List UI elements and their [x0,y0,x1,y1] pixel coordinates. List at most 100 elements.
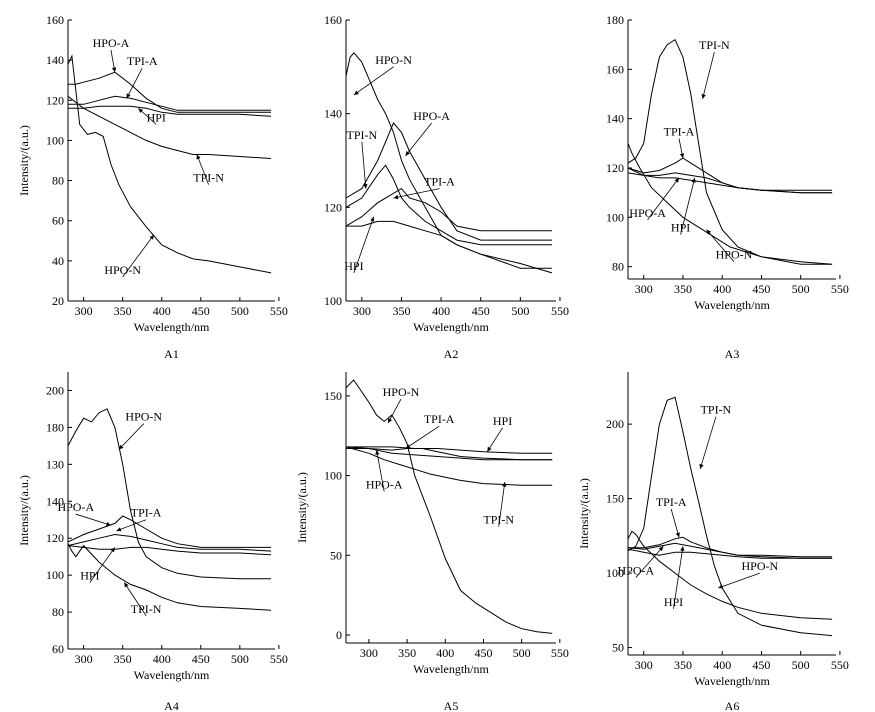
a4-y-tick-label: 100 [46,568,64,582]
a1-annotation-arrow [196,154,209,185]
a3-annotation-arrow [706,229,735,262]
a6-y-tick-label: 100 [606,566,624,580]
a2-annotation-label: HPI [344,259,363,273]
a2-annotation-arrowhead [405,150,410,156]
a5-x-axis-label: Wavelength/nm [413,662,489,676]
a1-annotation-arrowhead [126,93,131,99]
a5-x-tick-label: 500 [513,646,531,660]
a4-x-tick-label: 550 [270,652,288,666]
a4-annotation-arrowhead [124,582,129,588]
a4-annotation-label: TPI-A [131,506,162,520]
a6-y-tick-label: 200 [606,417,624,431]
a3-annotation-label: HPO-A [629,206,666,220]
a3-annotation-arrowhead [674,177,680,183]
a5-series-hpi [346,446,553,454]
a4-x-tick-label: 500 [231,652,249,666]
a4-series-hpo-a [67,515,272,548]
a2-annotation-arrow [353,216,375,274]
a6-y-axis-label: Intensity/(a.u.) [577,478,591,549]
a1-x-tick-label: 450 [192,304,210,318]
a1-series-hpo-n [67,54,272,274]
a6-annotation-arrow [673,546,684,609]
a4-y-tick-label: 130 [46,457,64,471]
a2-annotation-arrow [393,188,440,199]
a4-annotation-arrow [123,582,147,616]
a6-x-tick-label: 500 [792,658,810,672]
a6-series-hpo-n [627,530,833,620]
a2-panel: 300 350 400 450 500 550 100 120 140 160 Wavelength… [324,13,569,361]
a6-annotation-label: HPO-N [742,559,779,573]
a5-x-tick-label: 450 [474,646,492,660]
a4-x-tick-label: 400 [153,652,171,666]
a3-annotation-arrow [702,51,715,100]
a1-annotation-arrowhead [196,154,201,160]
a6-y-tick-label: 150 [606,492,624,506]
a6-panel-title: A6 [725,699,740,712]
a3-annotation-label: TPI-N [699,38,730,52]
a2-annotation-label: TPI-A [424,175,455,189]
a1-annotation-label: HPO-N [104,263,141,277]
a6-annotation-label: TPI-A [656,495,687,509]
a2-x-tick-label: 500 [511,304,529,318]
a1-x-tick-label: 300 [75,304,93,318]
a5-panel-title: A5 [444,699,459,712]
a2-annotation-arrow [353,66,394,96]
a6-annotation-label: HPI [664,595,683,609]
a1-annotation-label: TPI-A [127,54,158,68]
a3-series-hpo-n [627,143,833,265]
a1-y-tick-label: 120 [46,93,64,107]
a3-panel-title: A3 [725,347,740,361]
a6-annotation-arrow [635,546,664,578]
a1-annotation-arrow [126,67,143,99]
a4-annotation-label: HPI [80,569,99,583]
a5-y-axis-label: Intensity/(a.u.) [295,472,309,543]
a5-x-tick-label: 300 [360,646,378,660]
a3-annotation-arrow [647,177,680,221]
a3-x-tick-label: 500 [792,282,810,296]
a3-annotation-label: TPI-A [664,124,695,138]
a2-annotation-arrowhead [353,90,359,95]
a3-annotation-arrowhead [691,177,696,183]
a1-y-tick-label: 20 [52,294,64,308]
a4-annotation-arrowhead [118,444,124,450]
a2-annotation-arrow [405,122,432,157]
a2-x-axis-label: Wavelength/nm [413,320,489,334]
a4-series-hpi [67,545,272,556]
a6-x-tick-label: 300 [635,658,653,672]
a5-series-hpo-n [345,379,553,634]
a6-y-tick-label: 50 [612,641,624,655]
a4-x-tick-label: 300 [75,652,93,666]
a2-x-tick-label: 350 [392,304,410,318]
a3-x-axis-label: Wavelength/nm [694,298,770,312]
a3-annotation-label: HPI [671,221,690,235]
a6-annotation-arrow [670,508,680,538]
a5-annotation-arrowhead [487,446,492,452]
a2-annotation-label: TPI-N [347,128,378,142]
a5-annotation-arrowhead [405,444,411,449]
a1-y-tick-label: 80 [52,174,64,188]
a3-annotation-arrowhead [701,94,706,99]
a6-series-hpi [627,548,833,559]
a2-x-tick-label: 550 [551,304,569,318]
a6-x-tick-label: 400 [713,658,731,672]
a5-series-hpo-a [345,446,553,461]
a1-panel: 300 350 400 450 500 550 20 40 60 80 100 120 140 160 Wa… [17,13,288,361]
a3-y-tick-label: 160 [606,62,624,76]
a1-annotation-label: HPI [147,110,166,124]
a4-series-tpi-n [67,543,272,611]
a4-y-tick-label: 80 [52,605,64,619]
a4-panel-title: A4 [164,699,179,712]
a3-series-tpi-n [627,38,833,265]
a2-series-tpi-a [345,187,552,232]
a5-annotation-label: TPI-A [424,412,455,426]
a4-x-tick-label: 450 [192,652,210,666]
a6-panel: 300 350 400 450 500 550 50 100 150 200 Wavelength/… [577,372,849,712]
a1-series-tpi-a [68,95,272,111]
a4-annotation-arrow [118,423,145,450]
a1-y-tick-label: 100 [46,133,64,147]
a3-x-tick-label: 400 [713,282,731,296]
a5-y-tick-label: 50 [330,548,342,562]
a5-annotation-label: HPO-N [383,385,420,399]
a6-annotation-label: HPO-A [618,564,655,578]
a3-panel: 300 350 400 450 500 550 80 100 120 140 160 180 Wavel… [606,13,849,361]
